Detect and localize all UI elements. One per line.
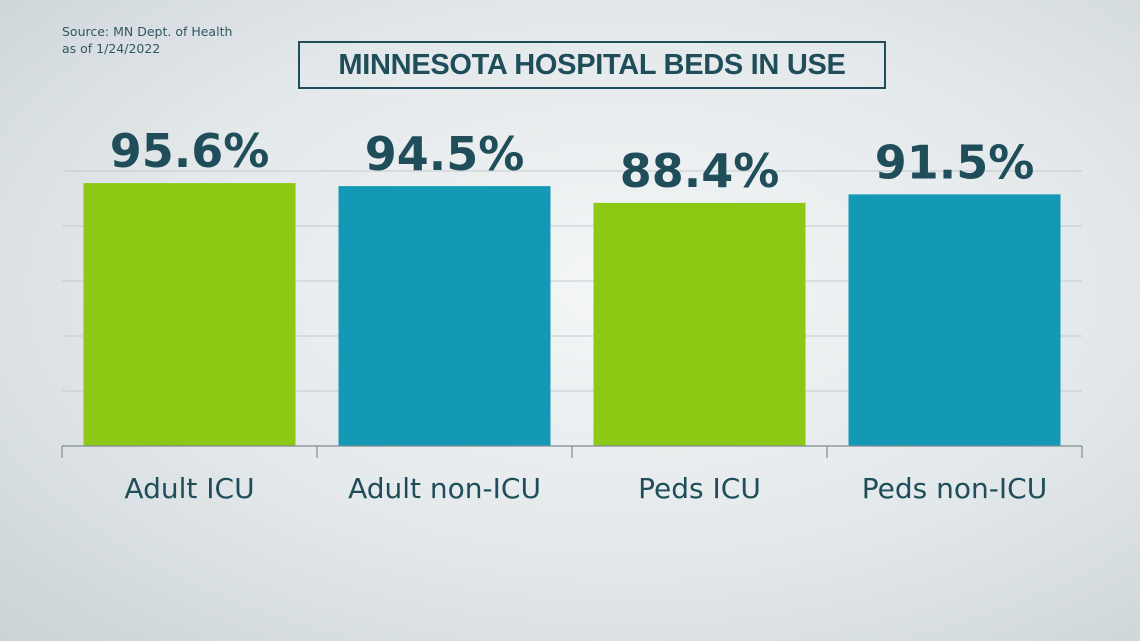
category-label: Adult ICU — [124, 472, 254, 505]
value-label: 88.4% — [620, 144, 780, 198]
category-label: Adult non-ICU — [348, 472, 541, 505]
category-labels: Adult ICU Adult non-ICU Peds ICU Peds non-I… — [124, 472, 1047, 505]
source-line-1: Source: MN Dept. of Health — [62, 24, 233, 39]
category-label: Peds non-ICU — [862, 472, 1047, 505]
value-label: 91.5% — [875, 135, 1035, 189]
bar — [848, 194, 1061, 446]
value-labels: 95.6% 94.5% 88.4% 91.5% — [110, 124, 1035, 198]
category-label: Peds ICU — [638, 472, 761, 505]
chart-title: MINNESOTA HOSPITAL BEDS IN USE — [298, 41, 886, 89]
bar — [593, 202, 806, 446]
x-axis — [61, 445, 1083, 458]
source-date: as of 1/24/2022 — [62, 41, 161, 56]
source-note: Source: MN Dept. of Health as of 1/24/20… — [62, 23, 232, 57]
bar — [338, 186, 551, 446]
bars — [83, 183, 1061, 446]
value-label: 94.5% — [365, 127, 525, 181]
value-label: 95.6% — [110, 124, 270, 178]
bar — [83, 183, 296, 446]
